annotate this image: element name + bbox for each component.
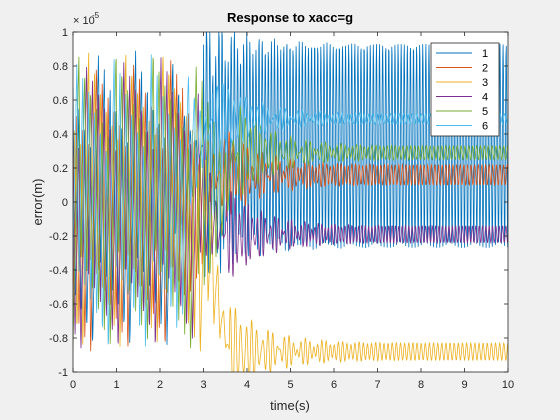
y-exponent-power: -5 (92, 11, 100, 20)
x-tick-label: 0 (70, 379, 76, 391)
x-tick-label: 2 (157, 379, 163, 391)
x-tick-label: 7 (374, 379, 380, 391)
y-tick-label: 0.6 (53, 95, 68, 107)
x-tick-label: 1 (113, 379, 119, 391)
series-line-4 (73, 57, 508, 349)
series-line-3 (73, 52, 508, 372)
x-tick-label: 10 (502, 379, 514, 391)
x-axis-label: time(s) (270, 398, 310, 413)
y-tick-label: -0.2 (49, 231, 68, 243)
y-tick-label: 0 (62, 197, 68, 209)
y-tick-label: -0.6 (49, 299, 68, 311)
legend-label-5: 5 (482, 106, 488, 118)
legend: 1 2 3 4 5 6 (430, 42, 500, 137)
y-tick-label: 0.8 (53, 61, 68, 73)
axis-ticks: 0 1 2 3 4 5 6 7 8 9 10 -1 -0.8 -0.6 -0.4 -0.2 0 0.2 0.4 0.6… (49, 27, 514, 391)
y-axis-label: error(m) (30, 179, 45, 226)
y-tick-label: -0.8 (49, 333, 68, 345)
y-exponent: × 10 -5 (73, 11, 100, 27)
legend-label-2: 2 (482, 63, 488, 75)
legend-label-1: 1 (482, 48, 488, 60)
y-exponent-base: × 10 (73, 15, 95, 27)
chart-title: Response to xacc=g (227, 10, 353, 25)
y-tick-label: -0.4 (49, 265, 68, 277)
x-tick-label: 6 (331, 379, 337, 391)
series-line-5 (73, 56, 508, 349)
y-tick-label: 0.2 (53, 163, 68, 175)
x-tick-label: 8 (418, 379, 424, 391)
x-tick-label: 4 (244, 379, 250, 391)
legend-label-3: 3 (482, 77, 488, 89)
legend-box (430, 42, 500, 137)
y-tick-label: 0.4 (53, 129, 68, 141)
legend-label-4: 4 (482, 92, 488, 104)
x-tick-label: 3 (200, 379, 206, 391)
legend-label-6: 6 (482, 121, 488, 133)
y-tick-label: -1 (58, 367, 68, 379)
x-tick-label: 9 (461, 379, 467, 391)
series-line-2 (73, 60, 508, 352)
x-tick-label: 5 (287, 379, 293, 391)
y-tick-label: 1 (62, 27, 68, 39)
